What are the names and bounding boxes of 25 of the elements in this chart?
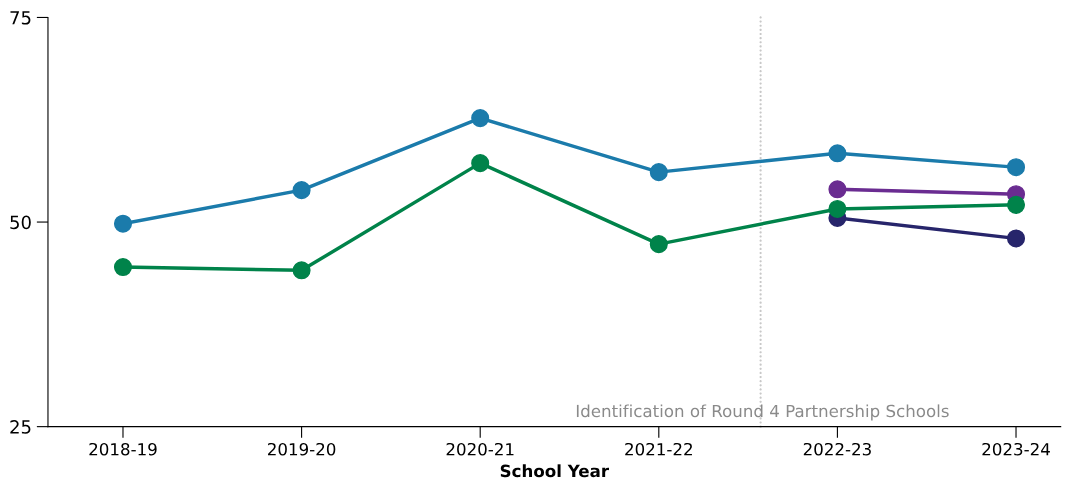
point [292,261,311,280]
point [113,258,133,277]
point [292,181,311,200]
y-tick-label: 50 [10,215,31,230]
x-axis-title: School Year [500,464,610,478]
annotation: Identification of Round 4 Partnership Schools [576,404,949,421]
point [1006,229,1026,248]
point [113,214,133,233]
x-tick-label: 2018-19 [89,442,157,456]
point [471,154,490,173]
point [828,180,847,199]
point [828,199,847,218]
point [471,109,490,128]
x-tick-label: 2020-21 [446,442,514,456]
y-tick-label: 75 [10,11,31,25]
point [1006,195,1026,214]
y-tick-label: 25 [10,420,31,434]
x-tick-label: 2022-23 [803,442,871,456]
point [1006,158,1026,177]
x-tick-label: 2023-24 [982,442,1050,456]
point [828,144,847,163]
x-tick-label: 2019-20 [267,442,336,456]
x-tick-label: 2021-22 [625,442,692,456]
point [649,235,668,254]
point [649,163,668,182]
